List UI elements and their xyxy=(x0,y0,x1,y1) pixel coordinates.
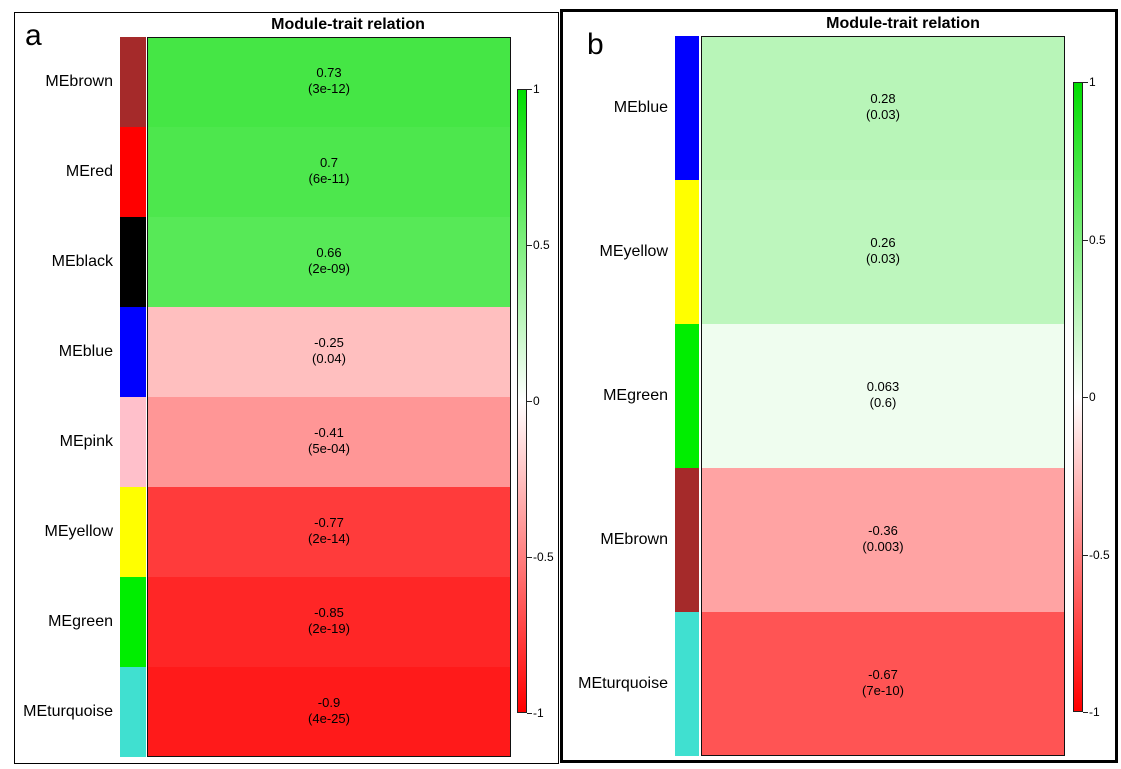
module-label: MEblack xyxy=(51,253,113,270)
module-color-swatch xyxy=(675,36,699,180)
heatmap-cell: -0.77 (2e-14) xyxy=(147,487,511,577)
correlation-value: 0.66 xyxy=(316,245,342,260)
module-label: MEyellow xyxy=(44,523,113,540)
module-label: MEgreen xyxy=(603,387,668,404)
colorbar-tick-label: 1 xyxy=(533,82,540,96)
p-value: (2e-19) xyxy=(308,621,350,636)
correlation-value: 0.063 xyxy=(866,379,900,394)
heatmap-cell: 0.28 (0.03) xyxy=(701,36,1065,180)
module-color-swatch xyxy=(120,127,146,217)
p-value: (7e-10) xyxy=(862,683,904,698)
colorbar-tick-label: 1 xyxy=(1089,75,1096,89)
colorbar-tick-label: -1 xyxy=(533,706,544,720)
heatmap-cell: 0.7 (6e-11) xyxy=(147,127,511,217)
module-label: MEbrown xyxy=(45,73,113,90)
colorbar-tick xyxy=(1083,397,1088,398)
module-label: MEpink xyxy=(59,433,113,450)
p-value: (0.003) xyxy=(862,539,904,554)
correlation-value: 0.7 xyxy=(319,155,339,170)
colorbar-tick-label: 0.5 xyxy=(1089,232,1106,247)
heatmap-cell: -0.85 (2e-19) xyxy=(147,577,511,667)
colorbar-tick xyxy=(1083,239,1088,241)
module-color-swatch xyxy=(120,307,146,397)
module-color-swatch xyxy=(120,217,146,307)
correlation-value: -0.85 xyxy=(314,605,344,620)
panel-label: b xyxy=(587,28,604,61)
p-value: (2e-09) xyxy=(308,261,350,276)
p-value: (0.6) xyxy=(869,395,897,410)
correlation-value: 0.73 xyxy=(316,65,342,80)
colorbar xyxy=(517,89,527,713)
p-value: (0.03) xyxy=(866,251,900,266)
heatmap-cell: -0.41 (5e-04) xyxy=(147,397,511,487)
module-label: MEturquoise xyxy=(23,703,113,720)
p-value: (0.04) xyxy=(312,351,346,366)
p-value: (6e-11) xyxy=(308,171,350,186)
colorbar xyxy=(1073,82,1083,712)
p-value: (0.03) xyxy=(866,107,900,122)
module-color-swatch xyxy=(675,180,699,324)
p-value: (3e-12) xyxy=(308,81,350,96)
colorbar-tick-label: -0.5 xyxy=(1089,547,1110,562)
colorbar-tick xyxy=(527,245,532,246)
module-label: MEbrown xyxy=(600,531,668,548)
module-label: MEyellow xyxy=(599,243,668,260)
module-color-swatch xyxy=(120,487,146,577)
chart-title: Module-trait relation xyxy=(826,15,980,32)
colorbar-tick-label: 0 xyxy=(1089,390,1096,404)
p-value: (2e-14) xyxy=(308,531,350,546)
colorbar-tick-label: 0 xyxy=(533,394,540,408)
heatmap-cell: 0.063 (0.6) xyxy=(701,324,1065,468)
correlation-value: -0.67 xyxy=(868,667,898,682)
heatmap-cell: 0.26 (0.03) xyxy=(701,180,1065,324)
module-color-swatch xyxy=(120,37,146,127)
colorbar-tick xyxy=(527,713,532,714)
colorbar-tick xyxy=(527,557,532,558)
module-label: MEred xyxy=(65,163,113,180)
colorbar-tick xyxy=(1083,82,1088,83)
colorbar-tick-label: -0.5 xyxy=(533,550,554,564)
colorbar-tick xyxy=(527,401,532,402)
correlation-value: -0.77 xyxy=(314,515,344,530)
correlation-value: -0.36 xyxy=(868,523,898,538)
module-label: MEblue xyxy=(58,343,113,360)
module-label: MEgreen xyxy=(48,613,113,630)
module-color-swatch xyxy=(120,577,146,667)
correlation-value: 0.28 xyxy=(870,91,896,106)
chart-title: Module-trait relation xyxy=(271,16,425,33)
panel-a: a Module-trait relation MEbrown 0.73 (3e-1… xyxy=(14,12,559,764)
panel-label: a xyxy=(25,19,42,52)
module-color-swatch xyxy=(120,397,146,487)
p-value: (4e-25) xyxy=(308,711,350,726)
module-label: MEblue xyxy=(613,99,668,116)
module-color-swatch xyxy=(120,667,146,757)
module-label: MEturquoise xyxy=(578,675,668,692)
colorbar-tick xyxy=(1083,712,1088,713)
colorbar-tick-label: 0.5 xyxy=(533,238,550,252)
colorbar-tick-label: -1 xyxy=(1089,705,1100,719)
heatmap-cell: -0.67 (7e-10) xyxy=(701,612,1065,756)
colorbar-tick xyxy=(527,89,532,90)
p-value: (5e-04) xyxy=(308,441,350,456)
module-color-swatch xyxy=(675,324,699,468)
panel-b: b Module-trait relation MEblue 0.28 (0.03)… xyxy=(560,9,1118,763)
heatmap-cell: 0.73 (3e-12) xyxy=(147,37,511,127)
heatmap-cell: -0.9 (4e-25) xyxy=(147,667,511,757)
module-color-swatch xyxy=(675,612,699,756)
correlation-value: 0.26 xyxy=(870,235,896,250)
correlation-value: -0.9 xyxy=(317,695,341,710)
correlation-value: -0.25 xyxy=(314,335,344,350)
module-color-swatch xyxy=(675,468,699,612)
heatmap-cell: -0.25 (0.04) xyxy=(147,307,511,397)
colorbar-tick xyxy=(1083,554,1088,556)
correlation-value: -0.41 xyxy=(314,425,344,440)
heatmap-cell: -0.36 (0.003) xyxy=(701,468,1065,612)
heatmap-cell: 0.66 (2e-09) xyxy=(147,217,511,307)
